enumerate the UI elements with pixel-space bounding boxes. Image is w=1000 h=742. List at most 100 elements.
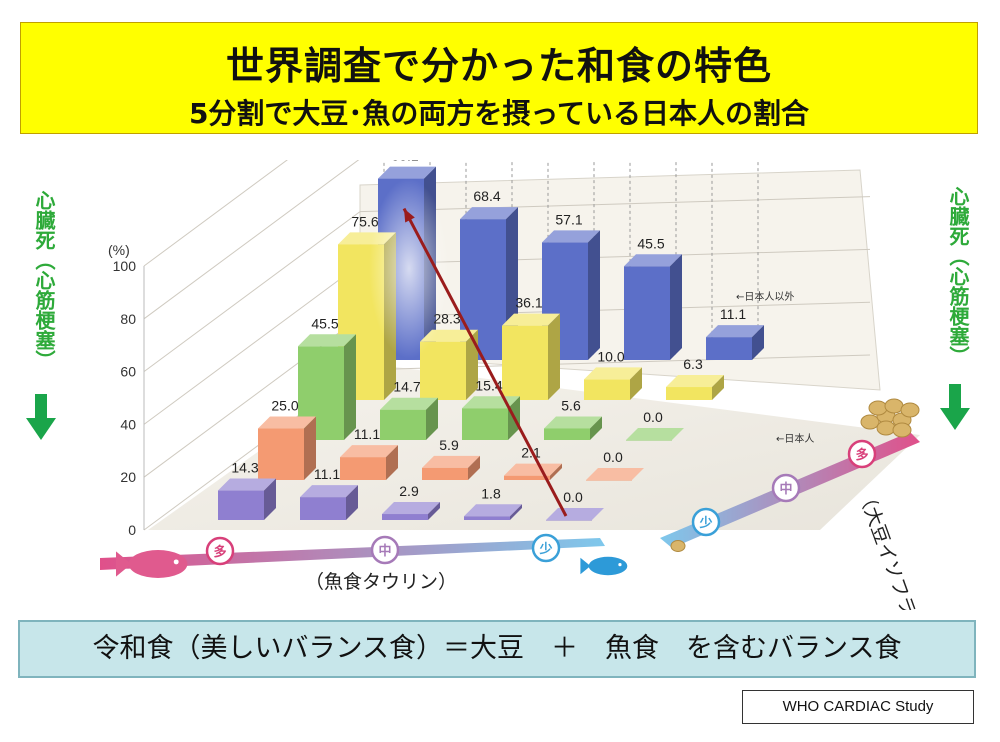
bar-front bbox=[464, 516, 510, 520]
bar-top bbox=[422, 455, 480, 468]
bar-front bbox=[626, 440, 672, 441]
svg-text:多: 多 bbox=[213, 544, 226, 560]
gridline bbox=[143, 211, 361, 373]
bar-front bbox=[584, 379, 630, 400]
highlight-glow bbox=[369, 178, 449, 359]
gridline-back bbox=[359, 301, 871, 318]
bar-yellow-2: 36.1 bbox=[502, 295, 560, 400]
bar-value-label: 5.9 bbox=[439, 437, 459, 453]
bar-top bbox=[624, 254, 682, 267]
bar-front bbox=[300, 497, 346, 520]
bar-side bbox=[630, 367, 642, 400]
bar-value-label: 0.0 bbox=[563, 489, 583, 505]
bar-top bbox=[586, 468, 644, 480]
bar-purple-0: 14.3 bbox=[218, 460, 276, 520]
bar-top bbox=[378, 166, 436, 179]
bar-value-label: 2.9 bbox=[399, 483, 419, 499]
bar-value-label: 57.1 bbox=[555, 211, 582, 227]
bar-front bbox=[340, 457, 386, 480]
bar-front bbox=[502, 325, 548, 400]
bar-front bbox=[504, 475, 550, 480]
bar-blue-4: 11.1 bbox=[706, 160, 764, 360]
soy-axis-label: （大豆イソフラボン） bbox=[853, 486, 939, 610]
bar-value-label: 11.1 bbox=[314, 466, 340, 482]
bar-value-label: 36.1 bbox=[515, 295, 542, 311]
bar-value-label: 11.1 bbox=[354, 426, 380, 442]
page-title: 世界調査で分かった和食の特色 bbox=[225, 44, 772, 88]
bar-front bbox=[586, 480, 632, 481]
bar-value-label: 14.3 bbox=[231, 460, 258, 476]
soy-level-1: 中 bbox=[771, 473, 801, 503]
bar-top bbox=[340, 445, 398, 458]
fish-level-1: 中 bbox=[370, 535, 400, 565]
highlight-arrow bbox=[402, 207, 568, 517]
bar-side bbox=[264, 478, 276, 520]
bar-side bbox=[510, 504, 522, 520]
bar-purple-1: 11.1 bbox=[300, 466, 358, 520]
soybeans-icon bbox=[860, 398, 920, 438]
bar-front bbox=[544, 428, 590, 440]
bar-purple-4: 0.0 bbox=[546, 489, 604, 521]
summary-banner: 令和食（美しいバランス食）＝大豆 ＋ 魚食 を含むバランス食 bbox=[18, 620, 976, 678]
bar-purple-2: 2.9 bbox=[382, 483, 440, 520]
bar-side bbox=[752, 325, 764, 360]
gridline bbox=[143, 263, 361, 425]
bar-side bbox=[386, 445, 398, 480]
soy-level-0: 少 bbox=[691, 507, 721, 537]
fish-axis-label: （魚食タウリン） bbox=[305, 571, 457, 593]
bar-side bbox=[428, 502, 440, 520]
bar-side bbox=[550, 463, 562, 480]
note-japanese: ←日本人 bbox=[776, 432, 814, 445]
bar-front bbox=[258, 428, 304, 480]
bar-side bbox=[346, 485, 358, 520]
bar-top bbox=[460, 207, 518, 220]
bar-front bbox=[218, 490, 264, 520]
bar-value-label: 45.5 bbox=[637, 235, 664, 251]
bar-green-1: 14.7 bbox=[380, 379, 438, 440]
bar-front bbox=[380, 409, 426, 440]
y-axis: (%) 0 20 40 60 80 100 bbox=[108, 242, 145, 538]
svg-text:多: 多 bbox=[855, 447, 868, 463]
bar-salmon-1: 11.1 bbox=[340, 426, 398, 480]
bar-salmon-4: 0.0 bbox=[586, 449, 644, 481]
svg-text:少: 少 bbox=[698, 515, 712, 531]
bar-side bbox=[344, 334, 356, 440]
bar-top bbox=[258, 416, 316, 429]
fish-large-icon bbox=[116, 550, 188, 578]
bar-side bbox=[670, 254, 682, 360]
bar-top bbox=[706, 325, 764, 338]
bar-top bbox=[584, 367, 642, 380]
bar-top bbox=[380, 397, 438, 410]
bar-green-0: 45.5 bbox=[298, 315, 356, 440]
soybean-single-icon bbox=[670, 540, 686, 552]
bar-front bbox=[666, 387, 712, 400]
fish-level-0: 多 bbox=[205, 536, 235, 566]
bar-yellow-3: 10.0 bbox=[584, 348, 642, 400]
fish-small-icon bbox=[580, 556, 628, 576]
bar-blue-3: 45.5 bbox=[624, 160, 682, 360]
bar-top bbox=[626, 428, 684, 440]
bar-front bbox=[624, 266, 670, 360]
bar-value-label: 0.0 bbox=[603, 449, 623, 465]
bar-value-label: 0.0 bbox=[643, 409, 663, 425]
gridline bbox=[143, 160, 288, 267]
bar-salmon-0: 25.0 bbox=[258, 398, 316, 480]
y-tick-label: 60 bbox=[120, 364, 136, 380]
bar-top bbox=[464, 504, 522, 517]
chart-bars: 88.168.457.145.511.175.628.336.110.06.34… bbox=[218, 160, 764, 521]
study-credit: WHO CARDIAC Study bbox=[742, 690, 974, 724]
bar-front bbox=[706, 337, 752, 360]
bar-top bbox=[218, 478, 276, 491]
svg-text:中: 中 bbox=[378, 543, 391, 559]
gridline bbox=[143, 160, 360, 320]
bar-value-label: 75.6 bbox=[351, 213, 378, 229]
bar-value-label: 5.6 bbox=[561, 397, 581, 413]
bar-side bbox=[426, 397, 438, 440]
bar-value-label: 6.3 bbox=[683, 356, 703, 372]
down-arrow-icon bbox=[940, 384, 970, 430]
bar-top bbox=[298, 334, 356, 347]
bar-front bbox=[382, 514, 428, 520]
bar-front bbox=[420, 341, 466, 400]
bar-top bbox=[504, 463, 562, 476]
bar-salmon-3: 2.1 bbox=[504, 445, 562, 480]
